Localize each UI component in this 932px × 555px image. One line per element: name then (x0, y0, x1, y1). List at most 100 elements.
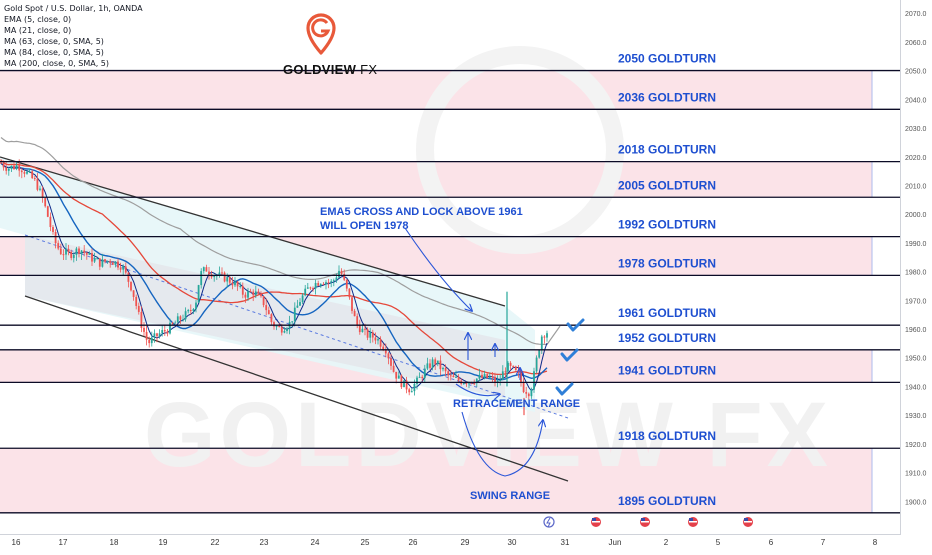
candle-body (184, 311, 187, 320)
candle-body (306, 287, 309, 289)
candle-body (78, 248, 80, 254)
flag-canton (744, 518, 748, 521)
candle-body (512, 365, 515, 367)
candle-body (390, 358, 392, 366)
ma200-line (0, 137, 561, 346)
candle-body (111, 262, 114, 265)
level-label: 1978 GOLDTURN (618, 256, 716, 270)
y-tick-label: 2020.0 (905, 155, 927, 162)
candle-body (358, 324, 361, 333)
candle-body (455, 376, 457, 378)
candle-body (286, 328, 288, 332)
candle-body (462, 383, 465, 385)
candle-body (143, 327, 145, 332)
candle-body (223, 272, 226, 282)
candle-body (301, 295, 304, 303)
candle-body (75, 248, 78, 255)
annotation-swing: SWING RANGE (470, 490, 550, 502)
y-tick-label: 1940.0 (905, 384, 927, 391)
candle-body (36, 178, 39, 190)
candle-body (369, 332, 372, 338)
candle-body (200, 271, 203, 286)
candle-body (41, 188, 44, 199)
annotation-retracement: RETRACEMENT RANGE (453, 398, 580, 410)
candle-body (483, 374, 486, 378)
candle-body (163, 330, 166, 332)
level-label: 1941 GOLDTURN (618, 363, 716, 377)
y-tick-label: 1900.0 (905, 499, 927, 506)
candle-body (101, 259, 104, 267)
candle-body (540, 336, 543, 351)
candle-body (348, 288, 351, 298)
channel-bottom-line[interactable] (24, 295, 569, 482)
x-tick-label: 30 (508, 538, 517, 547)
candle-body (397, 375, 400, 379)
candle-body (488, 376, 491, 378)
watermark-text: GOLDVIEW FX (144, 384, 832, 486)
check-icon (555, 382, 574, 396)
y-tick-label: 2040.0 (905, 97, 927, 104)
x-tick-label: 24 (311, 538, 320, 547)
candle-body (67, 248, 70, 252)
candle-body (317, 282, 320, 286)
candle-body (538, 350, 541, 358)
y-tick-label: 1950.0 (905, 356, 927, 363)
y-tick-label: 1920.0 (905, 442, 927, 449)
candle-body (57, 243, 60, 249)
candle-body (197, 285, 200, 303)
candle-body (546, 333, 548, 338)
candle-body (156, 333, 158, 337)
candle-body (252, 291, 255, 296)
candle-body (28, 171, 31, 173)
candle-body (91, 253, 93, 262)
level-label: 1992 GOLDTURN (618, 218, 716, 232)
lightning-event-icon[interactable] (543, 516, 555, 528)
y-tick-label: 1980.0 (905, 270, 927, 277)
logo-wordmark: GOLDVIEW FX (283, 62, 383, 77)
x-tick-label: 5 (716, 538, 721, 547)
candle-body (522, 382, 525, 393)
location-pin-icon (306, 13, 336, 55)
candle-body (247, 291, 249, 298)
candle-body (340, 270, 343, 274)
candle-body (195, 302, 197, 310)
candle-body (31, 171, 34, 179)
candle-body (400, 375, 403, 388)
x-tick-label: 7 (821, 538, 826, 547)
goldview-logo: GOLDVIEW FX (283, 10, 377, 80)
flag-canton (641, 518, 645, 521)
candle-body (509, 362, 512, 366)
candle-body (478, 374, 481, 379)
candle-body (88, 253, 91, 255)
candle-body (325, 282, 327, 285)
watermark-pin (416, 46, 624, 254)
candle-body (72, 254, 75, 259)
candle-body (403, 380, 405, 388)
candle-body (169, 322, 171, 334)
candle-body (514, 366, 517, 371)
candle-body (267, 310, 270, 315)
candle-body (96, 258, 99, 260)
legend-title: Gold Spot / U.S. Dollar, 1h, OANDA (4, 4, 143, 13)
logo-brand: GOLDVIEW (283, 62, 357, 77)
candle-body (10, 165, 13, 169)
candle-body (423, 368, 426, 379)
x-tick-label: 17 (59, 538, 68, 547)
candle-body (166, 331, 169, 334)
candle-body (296, 305, 299, 308)
candle-body (137, 305, 140, 312)
candle-body (533, 371, 535, 390)
candle-body (304, 288, 307, 296)
candle-body (148, 339, 151, 344)
candle-body (525, 392, 528, 394)
level-label: 1918 GOLDTURN (618, 429, 716, 443)
candle-body (83, 250, 86, 253)
candle-body (18, 165, 21, 171)
candle-body (319, 284, 322, 286)
candle-body (187, 310, 190, 312)
candle-body (2, 163, 5, 168)
candle-body (392, 365, 395, 372)
arrow-retrace (455, 383, 500, 396)
